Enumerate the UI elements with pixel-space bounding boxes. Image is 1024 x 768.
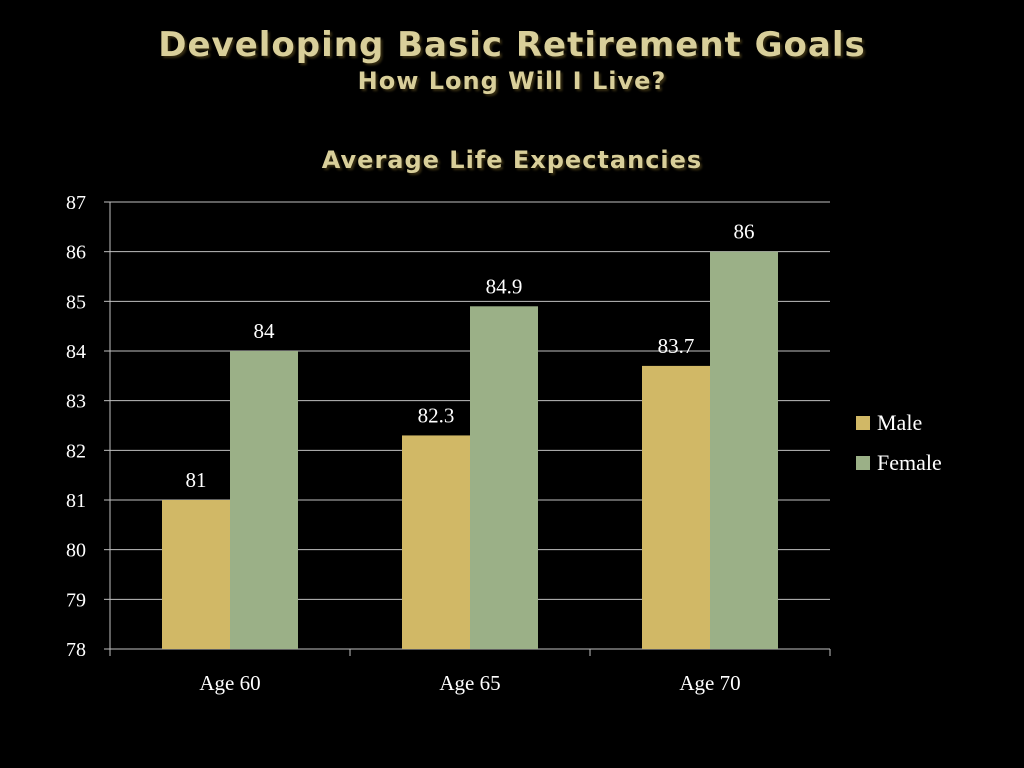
- bar-male-age-60: [162, 500, 230, 649]
- data-label: 81: [186, 468, 207, 492]
- bar-female-age-70: [710, 251, 778, 649]
- bar-female-age-60: [230, 351, 298, 649]
- data-label: 83.7: [658, 334, 695, 358]
- x-category-label: Age 60: [199, 671, 260, 695]
- bar-male-age-65: [402, 435, 470, 649]
- bar-female-age-65: [470, 306, 538, 649]
- data-label: 84: [254, 319, 276, 343]
- y-tick-label: 83: [66, 391, 86, 413]
- legend-swatch-female: [856, 456, 870, 470]
- slide-title-block: Developing Basic Retirement Goals How Lo…: [0, 24, 1024, 96]
- x-category-label: Age 65: [439, 671, 500, 695]
- data-label: 84.9: [486, 274, 523, 298]
- y-tick-label: 78: [66, 639, 86, 661]
- data-label: 86: [734, 220, 755, 244]
- y-tick-label: 82: [66, 440, 86, 462]
- chart-title: Average Life Expectancies: [321, 146, 703, 174]
- data-label: 82.3: [418, 403, 455, 427]
- bar-male-age-70: [642, 365, 710, 649]
- y-tick-label: 79: [66, 589, 86, 611]
- x-category-label: Age 70: [679, 671, 740, 695]
- legend-swatch-male: [856, 416, 870, 430]
- slide-title: Developing Basic Retirement Goals: [158, 25, 866, 65]
- y-tick-label: 85: [66, 291, 86, 313]
- y-tick-label: 80: [66, 540, 86, 562]
- legend-label-female: Female: [877, 450, 942, 475]
- y-tick-label: 81: [66, 490, 86, 512]
- slide-subtitle: How Long Will I Live?: [357, 67, 667, 95]
- y-tick-label: 84: [66, 341, 86, 363]
- legend-label-male: Male: [877, 410, 922, 435]
- y-tick-label: 87: [66, 192, 86, 214]
- y-tick-label: 86: [66, 242, 86, 264]
